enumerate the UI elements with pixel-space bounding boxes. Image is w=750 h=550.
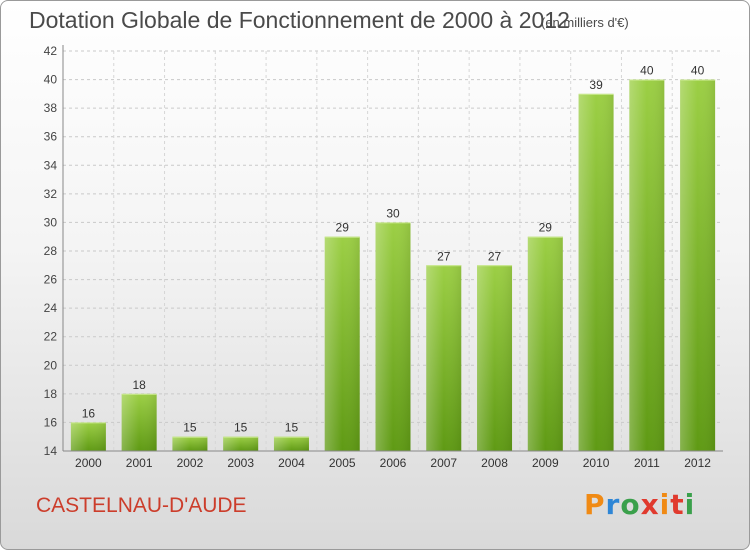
y-tick-label: 16 [44, 415, 58, 429]
bar-shade [375, 222, 411, 451]
value-label: 15 [234, 421, 248, 435]
x-tick-label: 2008 [481, 456, 508, 470]
x-tick-label: 2010 [583, 456, 610, 470]
bar-shade [70, 422, 106, 451]
bar-shade [426, 265, 462, 451]
chart-subtitle: (en milliers d'€) [541, 15, 629, 30]
value-label: 27 [437, 249, 451, 263]
x-tick-label: 2003 [227, 456, 254, 470]
x-tick-label: 2009 [532, 456, 559, 470]
y-tick-label: 32 [44, 187, 58, 201]
logo-letter: i [684, 488, 696, 521]
logo-letter: r [605, 488, 621, 521]
bar-shade [477, 265, 513, 451]
logo-letter: P [584, 488, 606, 521]
chart-title: Dotation Globale de Fonctionnement de 20… [29, 7, 570, 33]
logo-letter: t [670, 488, 685, 521]
y-tick-label: 26 [44, 273, 58, 287]
y-tick-label: 40 [44, 73, 58, 87]
bar-shade [273, 436, 309, 451]
value-label: 29 [336, 221, 350, 235]
value-label: 27 [488, 249, 502, 263]
bar-shade [121, 393, 157, 451]
x-tick-label: 2011 [634, 456, 660, 470]
logo-letter: o [620, 488, 641, 521]
y-tick-label: 34 [44, 158, 58, 172]
x-tick-label: 2006 [380, 456, 407, 470]
value-label: 40 [640, 64, 654, 78]
x-tick-label: 2012 [684, 456, 711, 470]
x-tick-label: 2005 [329, 456, 356, 470]
bar-shade [324, 236, 360, 451]
x-tick-label: 2001 [126, 456, 153, 470]
y-tick-label: 30 [44, 215, 58, 229]
y-tick-label: 28 [44, 244, 58, 258]
bar-shade [527, 236, 563, 451]
y-tick-label: 14 [44, 444, 58, 458]
logo-letter: x [640, 488, 660, 521]
y-tick-label: 36 [44, 130, 58, 144]
y-tick-label: 22 [44, 330, 58, 344]
y-tick-label: 24 [44, 301, 58, 315]
value-label: 16 [82, 406, 96, 420]
y-tick-label: 18 [44, 387, 58, 401]
value-label: 18 [132, 378, 146, 392]
bar-shade [629, 79, 665, 452]
value-label: 40 [691, 64, 705, 78]
y-tick-label: 38 [44, 101, 58, 115]
y-tick-label: 20 [44, 358, 58, 372]
x-tick-label: 2007 [430, 456, 457, 470]
x-tick-label: 2004 [278, 456, 305, 470]
place-name: CASTELNAU-D'AUDE [36, 494, 247, 517]
x-tick-label: 2002 [177, 456, 204, 470]
bar-shade [578, 93, 614, 451]
value-label: 30 [386, 206, 400, 220]
bar-shade [223, 436, 259, 451]
bar-shade [680, 79, 716, 452]
x-tick-label: 2000 [75, 456, 102, 470]
value-label: 39 [589, 78, 603, 92]
proxiti-logo: Proxiti [584, 488, 695, 521]
value-label: 29 [539, 221, 553, 235]
logo-letter: i [659, 488, 671, 521]
value-label: 15 [183, 421, 197, 435]
value-label: 15 [285, 421, 299, 435]
bar-shade [172, 436, 208, 451]
y-tick-label: 42 [44, 44, 58, 58]
